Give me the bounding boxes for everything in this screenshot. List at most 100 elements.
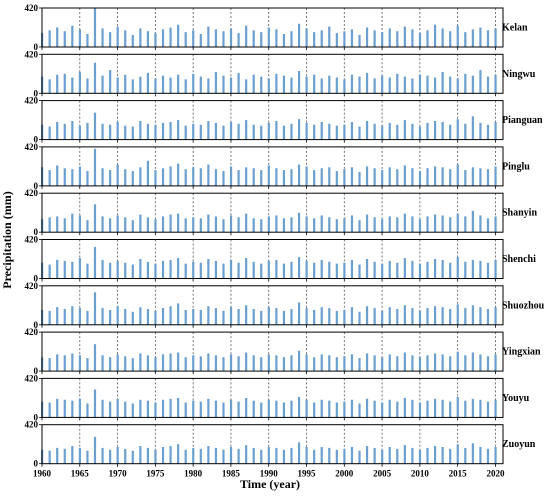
- bar: [449, 401, 452, 418]
- bar: [456, 444, 459, 464]
- bar: [184, 79, 187, 94]
- bar: [305, 28, 308, 47]
- bar: [169, 166, 172, 186]
- bar: [146, 72, 150, 94]
- bar: [305, 354, 308, 372]
- bar: [267, 27, 270, 47]
- bar: [396, 31, 399, 47]
- bar: [71, 213, 74, 233]
- y-tick-label: 0: [34, 88, 39, 98]
- bar: [146, 355, 150, 372]
- bar: [396, 309, 399, 325]
- bar: [350, 446, 354, 464]
- bar: [109, 124, 112, 140]
- bar: [320, 121, 323, 140]
- bar: [449, 448, 452, 464]
- x-tick-label: 2005: [373, 469, 392, 479]
- bar: [267, 260, 270, 279]
- bar: [139, 121, 142, 140]
- bar: [358, 34, 361, 47]
- bar: [229, 215, 233, 233]
- bar: [426, 168, 429, 186]
- bar: [396, 217, 399, 233]
- bar: [320, 399, 323, 418]
- station-name: Ningwu: [502, 69, 536, 80]
- bar: [237, 123, 240, 140]
- bar: [260, 170, 263, 186]
- bar: [199, 218, 202, 233]
- bar: [78, 29, 81, 47]
- bar: [426, 400, 429, 418]
- station-name: Shanyin: [502, 208, 537, 219]
- bar: [441, 121, 444, 140]
- bar: [116, 26, 119, 47]
- bar: [305, 166, 308, 186]
- bar: [297, 350, 301, 372]
- bar: [116, 121, 119, 140]
- bar: [456, 396, 459, 418]
- bar: [154, 124, 157, 140]
- bar: [207, 214, 210, 233]
- bar: [146, 31, 150, 47]
- bar: [275, 447, 278, 464]
- bar: [139, 76, 142, 94]
- bar: [139, 259, 142, 279]
- bar: [214, 71, 218, 94]
- bar: [479, 354, 482, 372]
- bar: [56, 447, 59, 464]
- bar: [131, 358, 134, 372]
- bar: [207, 121, 210, 140]
- bar: [229, 354, 233, 372]
- x-tick-label: 1960: [33, 469, 52, 479]
- bar: [86, 34, 89, 47]
- bar: [116, 77, 119, 94]
- bar: [124, 262, 127, 279]
- bar: [381, 219, 384, 233]
- bar: [139, 28, 142, 47]
- bar: [184, 357, 187, 372]
- bar: [433, 214, 437, 233]
- bar: [101, 168, 104, 186]
- bar: [207, 164, 210, 186]
- bar: [486, 356, 490, 372]
- bar: [101, 308, 104, 325]
- bar: [494, 166, 497, 186]
- bar: [494, 354, 497, 372]
- bar: [388, 354, 391, 372]
- bar: [78, 398, 81, 418]
- bar: [237, 356, 240, 372]
- bar: [365, 259, 369, 279]
- bar: [192, 261, 195, 279]
- bar: [358, 171, 361, 186]
- bar: [464, 216, 467, 233]
- bar: [275, 29, 278, 47]
- bar: [124, 74, 127, 94]
- bar: [486, 169, 490, 186]
- bar: [161, 168, 165, 186]
- bar: [305, 76, 308, 94]
- bar: [237, 309, 240, 325]
- bar: [71, 169, 74, 186]
- bar: [154, 78, 157, 94]
- bar: [486, 309, 490, 325]
- bar: [350, 215, 354, 233]
- y-tick-label: 420: [25, 373, 39, 383]
- bar: [161, 260, 165, 279]
- bar: [63, 448, 66, 464]
- bar: [449, 31, 452, 47]
- bar: [78, 447, 81, 464]
- bar: [494, 28, 497, 47]
- bar: [313, 218, 316, 233]
- y-tick-label: 420: [25, 96, 39, 106]
- y-tick-label: 0: [34, 181, 39, 191]
- bar: [101, 399, 104, 418]
- bar: [260, 125, 263, 140]
- bar: [267, 446, 270, 464]
- x-tick-label: 1980: [184, 469, 203, 479]
- bar: [335, 219, 338, 233]
- bar: [358, 358, 361, 372]
- bar: [418, 310, 422, 325]
- bar: [109, 218, 112, 233]
- bar: [184, 309, 187, 325]
- x-tick-label: 2020: [486, 469, 505, 479]
